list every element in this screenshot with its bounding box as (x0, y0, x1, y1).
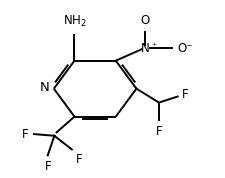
Text: O: O (140, 14, 149, 27)
Text: N: N (140, 42, 148, 55)
Text: O: O (176, 42, 186, 55)
Text: F: F (155, 125, 161, 138)
Text: $^+$: $^+$ (150, 41, 158, 50)
Text: F: F (44, 160, 51, 173)
Text: F: F (75, 153, 82, 166)
Text: F: F (22, 128, 29, 141)
Text: $^-$: $^-$ (184, 42, 192, 51)
Text: N: N (40, 81, 50, 94)
Text: F: F (181, 88, 188, 101)
Text: NH$_2$: NH$_2$ (62, 14, 86, 29)
